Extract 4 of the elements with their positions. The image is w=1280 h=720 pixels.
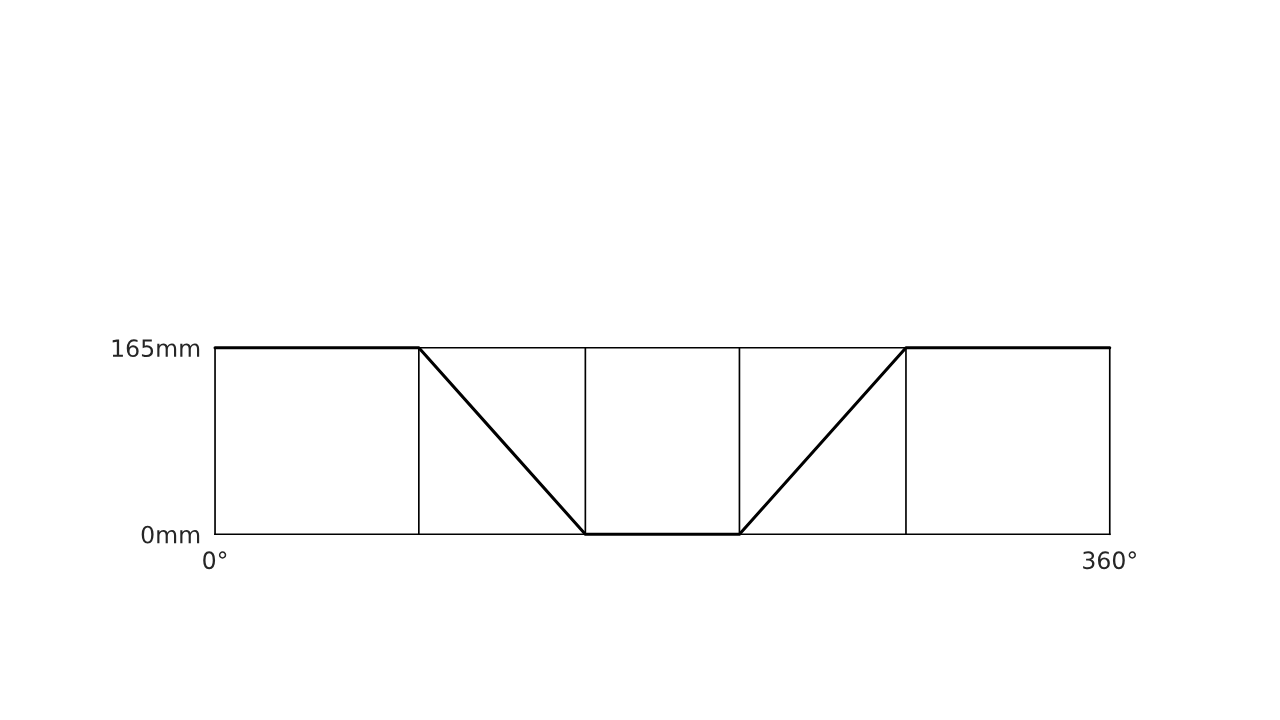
x-tick-label: 360° (1083, 551, 1136, 570)
x-tick-label: 0° (203, 551, 227, 570)
y-tick-label: 165mm (112, 339, 200, 358)
y-tick-label: 0mm (141, 525, 200, 544)
